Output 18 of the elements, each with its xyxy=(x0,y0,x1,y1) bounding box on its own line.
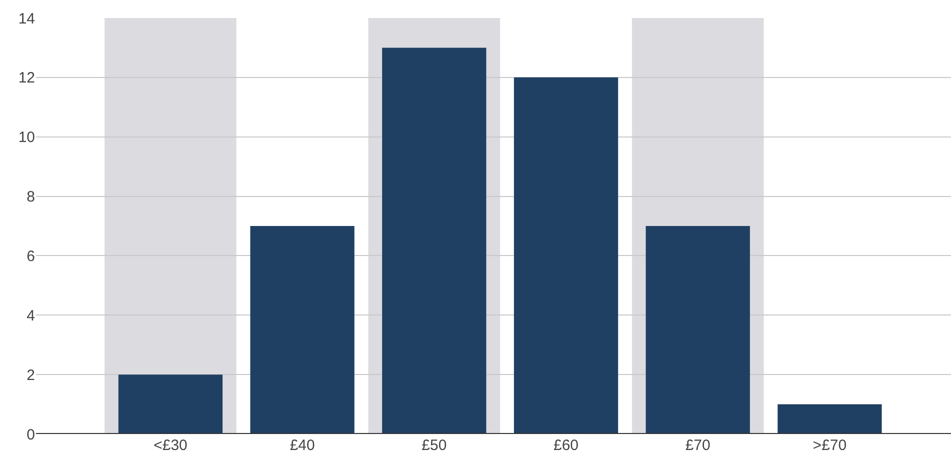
y-tick-label: 12 xyxy=(18,70,35,87)
y-tick-label: 4 xyxy=(26,307,35,324)
y-tick-label: 14 xyxy=(18,10,35,28)
x-tick-label: £50 xyxy=(422,437,447,454)
y-tick-label: 2 xyxy=(26,366,35,384)
bar xyxy=(250,226,354,434)
x-tick-label: >£70 xyxy=(812,437,847,454)
y-tick-label: 6 xyxy=(26,248,35,265)
x-tick-label: £40 xyxy=(290,437,315,454)
bar xyxy=(778,404,882,434)
bar xyxy=(514,77,618,434)
y-tick-label: 8 xyxy=(26,188,35,206)
y-tick-label: 0 xyxy=(26,426,35,444)
x-tick-label: <£30 xyxy=(154,437,188,454)
x-tick-label: £70 xyxy=(685,437,710,454)
x-tick-label: £60 xyxy=(553,437,579,454)
y-tick-label: 10 xyxy=(18,129,35,146)
bar xyxy=(118,374,223,434)
